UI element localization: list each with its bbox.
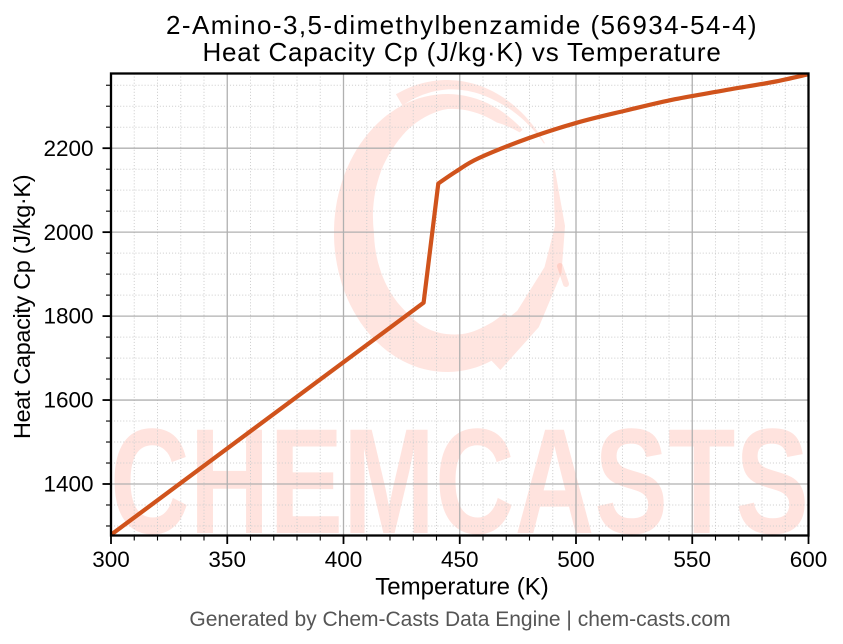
svg-text:Heat Capacity Cp (J/kg·K): Heat Capacity Cp (J/kg·K) [9,175,35,439]
svg-text:1400: 1400 [43,472,93,497]
svg-text:2-Amino-3,5-dimethylbenzamide: 2-Amino-3,5-dimethylbenzamide (56934-54-… [166,10,758,40]
svg-text:500: 500 [557,547,595,572]
svg-text:450: 450 [441,547,479,572]
svg-text:Heat Capacity Cp (J/kg·K) vs T: Heat Capacity Cp (J/kg·K) vs Temperature [202,37,721,67]
svg-text:2200: 2200 [43,136,93,161]
svg-text:600: 600 [790,547,828,572]
svg-text:550: 550 [673,547,711,572]
svg-text:2000: 2000 [43,220,93,245]
svg-text:300: 300 [92,547,130,572]
svg-text:1800: 1800 [43,304,93,329]
svg-text:1600: 1600 [43,388,93,413]
svg-text:Generated by Chem-Casts Data E: Generated by Chem-Casts Data Engine | ch… [189,608,730,631]
svg-text:Temperature (K): Temperature (K) [375,573,548,600]
svg-text:400: 400 [325,547,363,572]
svg-text:350: 350 [208,547,246,572]
